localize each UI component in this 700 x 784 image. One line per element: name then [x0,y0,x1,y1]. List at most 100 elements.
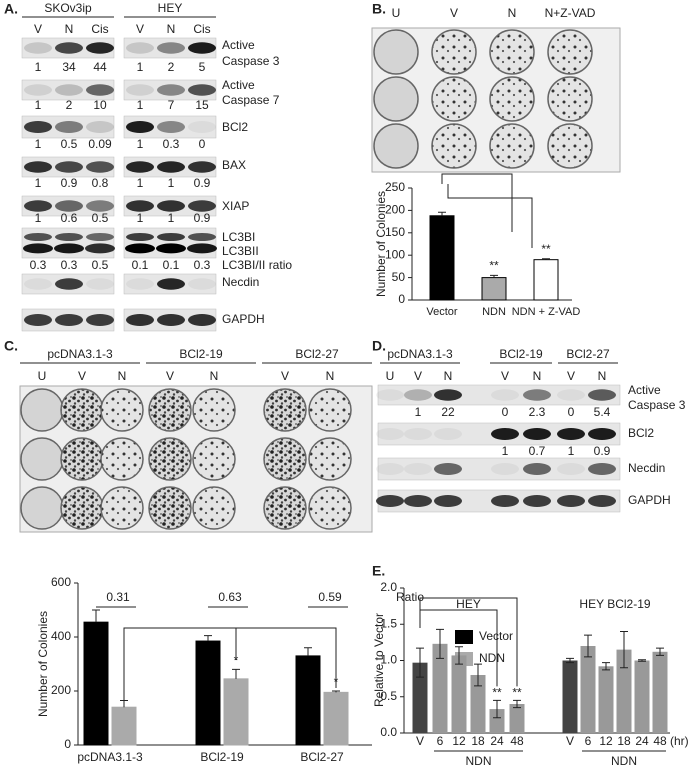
bar [598,666,614,733]
quant-value: 1 [502,444,509,458]
blot-band [24,161,52,173]
plate [489,29,535,75]
plate [60,486,104,530]
blot-band [434,495,462,507]
blot-band [157,84,185,96]
x-tick-label: 6 [585,734,592,748]
lane-label: Cis [91,22,108,36]
quant-value: 0.5 [92,211,109,225]
legend-swatch [455,630,473,644]
lane-label: U [38,369,47,383]
plate [263,486,307,530]
error-bar [490,274,498,278]
y-tick-label: 400 [51,629,71,643]
blot-band [376,495,404,507]
lane-label: V [281,369,289,383]
plate [489,123,535,169]
plate-label: U [392,6,401,20]
blot-band [55,278,83,290]
plate [100,388,144,432]
group-header: pcDNA3.1-3 [387,347,453,361]
quant-value: 0.9 [194,176,211,190]
error-bar [120,699,128,708]
plate [547,76,593,122]
error-bar [620,631,628,669]
bar [509,704,525,733]
quant-value: 5.4 [594,405,611,419]
blot-band [588,495,616,507]
blot-band [557,463,585,475]
quant-value: 1 [168,211,175,225]
bracket [419,597,518,687]
bracket [441,173,513,232]
quant-value: 0.6 [61,211,78,225]
row-label: Necdin [222,275,259,289]
blot-band [86,42,114,54]
error-bar [584,634,592,658]
quant-value: 0.5 [92,258,109,272]
bar [451,655,467,733]
blot-band [188,121,216,133]
y-axis-label: Number of Colonies [374,191,388,297]
row-label: BCl2 [222,120,248,134]
panel-label: B. [372,1,386,17]
error-bar [656,647,664,656]
blot-band [523,389,551,401]
x-tick-label: V [566,734,574,748]
panel-label: C. [4,338,18,354]
error-bar [493,699,501,719]
lane-label: U [386,369,395,383]
y-tick-label: 50 [392,270,406,284]
quant-value: 1 [168,176,175,190]
blot-band [55,42,83,54]
error-bar [602,662,610,671]
quant-value: 0.3 [61,258,78,272]
quant-value: 1 [35,60,42,74]
plate [60,437,104,481]
blot-band [125,243,155,254]
ratio-value: 0.63 [218,590,242,604]
error-bar [304,647,312,656]
plate [20,388,64,432]
blot-band [588,428,616,440]
blot-band [157,42,185,54]
ratio-value: 0.31 [106,590,130,604]
significance: ** [492,686,502,700]
quant-value: 0.5 [61,137,78,151]
error-bar [332,690,340,693]
blot-band [55,161,83,173]
lane-label: N [444,369,453,383]
row-label: BAX [222,158,246,172]
x-tick-label: 18 [471,734,485,748]
blot-band [557,389,585,401]
legend-label: NDN [479,651,505,665]
significance: ** [541,242,551,256]
y-tick-label: 0 [64,737,71,751]
group-header: SKOv3ip [44,1,92,15]
blot-band [55,314,83,326]
lane-label: V [78,369,86,383]
group-title: HEY [456,597,481,611]
y-tick-label: 600 [51,575,71,589]
lane-label: N [598,369,607,383]
bar [111,706,137,746]
error-bar [92,609,100,623]
blot-band [557,428,585,440]
blot-band [55,84,83,96]
blot-band [24,278,52,290]
y-tick-label: 2.0 [380,580,397,594]
error-bar [638,659,646,662]
row-label: Necdin [628,461,665,475]
quant-value: 0.3 [194,258,211,272]
lane-label: Cis [193,22,210,36]
error-bar [474,663,482,687]
y-axis-label: Number of Colonies [36,611,50,717]
quant-value: 0.8 [92,176,109,190]
blot-band [55,121,83,133]
blot-strip [377,384,621,406]
blot-band [523,428,551,440]
blot-band [86,233,114,241]
blot-band [188,314,216,326]
plate [20,437,64,481]
lane-label: V [567,369,575,383]
